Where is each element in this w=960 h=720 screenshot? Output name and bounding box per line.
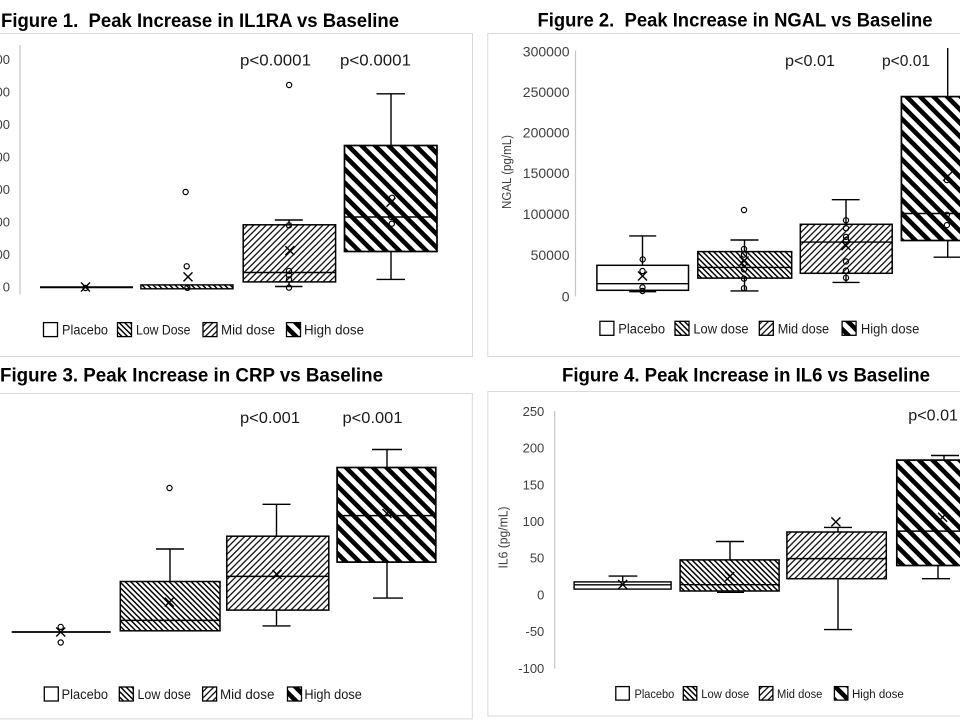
svg-text:250: 250 (523, 404, 545, 419)
svg-text:0: 0 (3, 280, 10, 295)
svg-text:p<0.001: p<0.001 (343, 410, 403, 427)
svg-text:35000: 35000 (0, 52, 10, 67)
svg-text:50000: 50000 (531, 247, 570, 263)
svg-text:300000: 300000 (523, 43, 570, 59)
svg-text:p<0.01: p<0.01 (908, 407, 958, 424)
svg-text:Mid dose: Mid dose (778, 321, 829, 336)
svg-text:Placebo: Placebo (635, 687, 675, 701)
svg-text:20000: 20000 (0, 150, 10, 165)
svg-text:Mid dose: Mid dose (221, 323, 275, 338)
svg-text:200000: 200000 (523, 125, 570, 141)
svg-text:Figure 3. Peak Increase in CRP: Figure 3. Peak Increase in CRP vs Baseli… (0, 366, 383, 387)
svg-text:Figure 1. Peak Increase in IL: Figure 1. Peak Increase in IL1RA vs Base… (1, 11, 399, 32)
svg-text:Low dose: Low dose (138, 687, 191, 702)
svg-text:Low Dose: Low Dose (136, 323, 191, 338)
svg-text:Mid dose: Mid dose (777, 687, 823, 701)
svg-text:50: 50 (530, 551, 544, 566)
svg-text:5000: 5000 (0, 247, 10, 262)
svg-text:Low dose: Low dose (701, 687, 749, 701)
svg-text:High dose: High dose (304, 323, 364, 338)
svg-text:p<0.01: p<0.01 (882, 53, 930, 70)
svg-text:IL6 (pg/mL): IL6 (pg/mL) (496, 507, 511, 569)
svg-text:25000: 25000 (0, 117, 10, 132)
svg-text:-100: -100 (518, 661, 544, 676)
svg-text:100: 100 (523, 514, 545, 529)
svg-text:200: 200 (523, 441, 545, 456)
svg-text:p<0.001: p<0.001 (240, 410, 300, 427)
svg-text:150: 150 (523, 477, 545, 492)
svg-text:High dose: High dose (304, 687, 361, 702)
svg-text:Mid dose: Mid dose (220, 687, 274, 702)
svg-text:0: 0 (537, 587, 544, 602)
svg-text:Placebo: Placebo (62, 323, 108, 338)
svg-text:150000: 150000 (523, 165, 570, 181)
svg-text:30000: 30000 (0, 85, 10, 100)
svg-text:15000: 15000 (0, 182, 10, 197)
svg-text:Placebo: Placebo (618, 321, 665, 336)
svg-text:p<0.0001: p<0.0001 (340, 53, 411, 70)
svg-text:High dose: High dose (852, 687, 904, 701)
svg-text:100000: 100000 (523, 206, 570, 222)
svg-text:10000: 10000 (0, 215, 10, 230)
svg-text:Figure 2. Peak Increase in NG: Figure 2. Peak Increase in NGAL vs Basel… (538, 11, 933, 32)
svg-text:Figure 4. Peak Increase in IL6: Figure 4. Peak Increase in IL6 vs Baseli… (562, 366, 930, 387)
svg-text:p<0.0001: p<0.0001 (240, 53, 311, 70)
svg-text:-50: -50 (526, 624, 545, 639)
svg-text:0: 0 (562, 288, 570, 304)
svg-text:Low dose: Low dose (693, 321, 748, 336)
svg-text:p<0.01: p<0.01 (785, 53, 835, 70)
svg-text:Placebo: Placebo (62, 687, 109, 702)
svg-text:NGAL (pg/mL): NGAL (pg/mL) (499, 135, 514, 209)
svg-text:High dose: High dose (861, 321, 919, 336)
svg-text:250000: 250000 (523, 84, 570, 100)
